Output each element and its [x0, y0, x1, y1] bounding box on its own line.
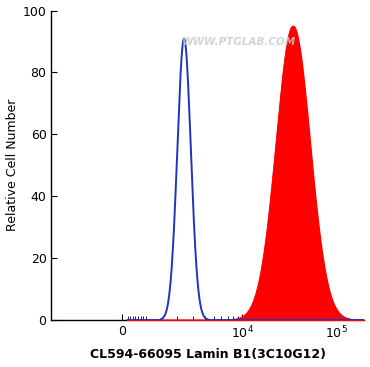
Y-axis label: Relative Cell Number: Relative Cell Number	[6, 99, 18, 232]
X-axis label: CL594-66095 Lamin B1(3C10G12): CL594-66095 Lamin B1(3C10G12)	[90, 348, 326, 361]
Text: WWW.PTGLAB.COM: WWW.PTGLAB.COM	[182, 36, 296, 47]
